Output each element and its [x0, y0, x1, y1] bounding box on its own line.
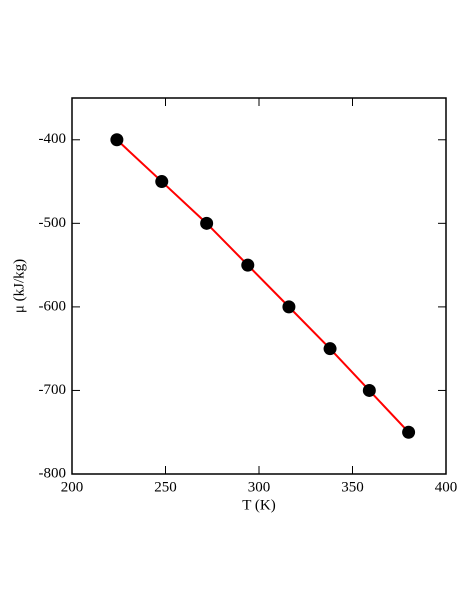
- y-tick-label: -700: [39, 382, 67, 398]
- x-tick-label: 300: [248, 479, 271, 495]
- x-tick-label: 350: [341, 479, 364, 495]
- x-tick-label: 250: [154, 479, 177, 495]
- fit-line: [116, 139, 410, 433]
- y-tick-label: -800: [39, 465, 67, 481]
- point: [282, 300, 296, 314]
- y-tick-label: -500: [39, 215, 67, 231]
- point: [155, 175, 169, 189]
- point: [362, 383, 376, 397]
- y-tick-label: -400: [39, 131, 67, 147]
- x-tick-label: 200: [61, 479, 84, 495]
- x-axis-label: T (K): [242, 497, 275, 513]
- point: [323, 342, 337, 356]
- x-tick-label: 400: [435, 479, 458, 495]
- y-axis-label: μ (kJ/kg): [11, 259, 27, 313]
- point: [241, 258, 255, 272]
- plot-frame: [71, 97, 447, 475]
- point: [110, 133, 124, 147]
- y-tick-label: -600: [39, 298, 67, 314]
- point: [200, 216, 214, 230]
- point: [402, 425, 416, 439]
